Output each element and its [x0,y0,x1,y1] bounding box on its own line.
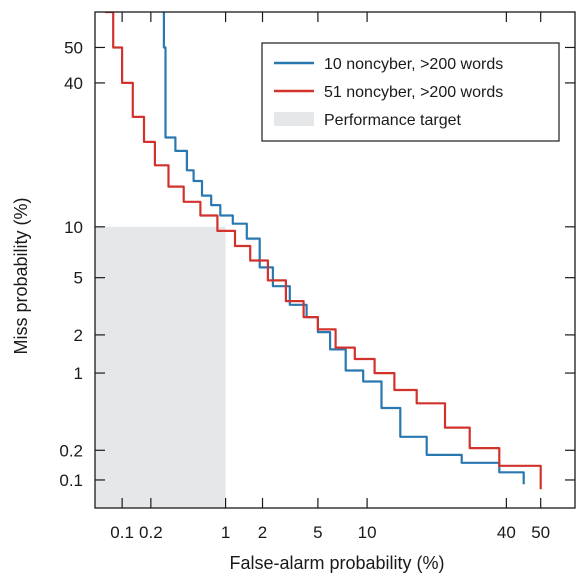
performance-target-region [95,226,226,509]
x-tick-label: 10 [358,523,377,542]
x-tick-label: 2 [258,523,267,542]
series-line-2 [105,12,542,490]
x-axis-label: False-alarm probability (%) [229,553,444,573]
y-axis-label: Miss probability (%) [11,197,31,354]
series-line-1 [162,12,525,485]
legend: 10 noncyber, >200 words 51 noncyber, >200… [261,42,560,142]
axes-layer: 0.1 0.2 1 2 5 10 40 50 0.1 0.2 1 2 5 10 40 50 [59,11,576,542]
y-tick-label: 50 [64,38,83,57]
y-tick-label: 0.1 [59,471,83,490]
x-tick-label: 50 [531,523,550,542]
y-tick-label: 40 [64,74,83,93]
x-tick-label: 1 [221,523,230,542]
legend-label-2: 51 noncyber, >200 words [324,84,503,101]
legend-swatch-target [274,112,314,126]
x-tick-label: 5 [313,523,322,542]
x-tick-label: 0.1 [110,523,134,542]
x-tick-label: 40 [497,523,516,542]
x-tick-label: 0.2 [139,523,163,542]
y-tick-label: 0.2 [59,441,83,460]
performance-target-layer [95,226,226,509]
legend-label-1: 10 noncyber, >200 words [324,56,503,73]
y-tick-label: 10 [64,218,83,237]
legend-label-3: Performance target [324,112,462,129]
y-tick-label: 1 [74,364,83,383]
plot-frame [94,11,576,509]
y-tick-label: 2 [74,326,83,345]
series-group [105,12,542,490]
y-tick-label: 5 [74,269,83,288]
series-layer [105,12,542,490]
